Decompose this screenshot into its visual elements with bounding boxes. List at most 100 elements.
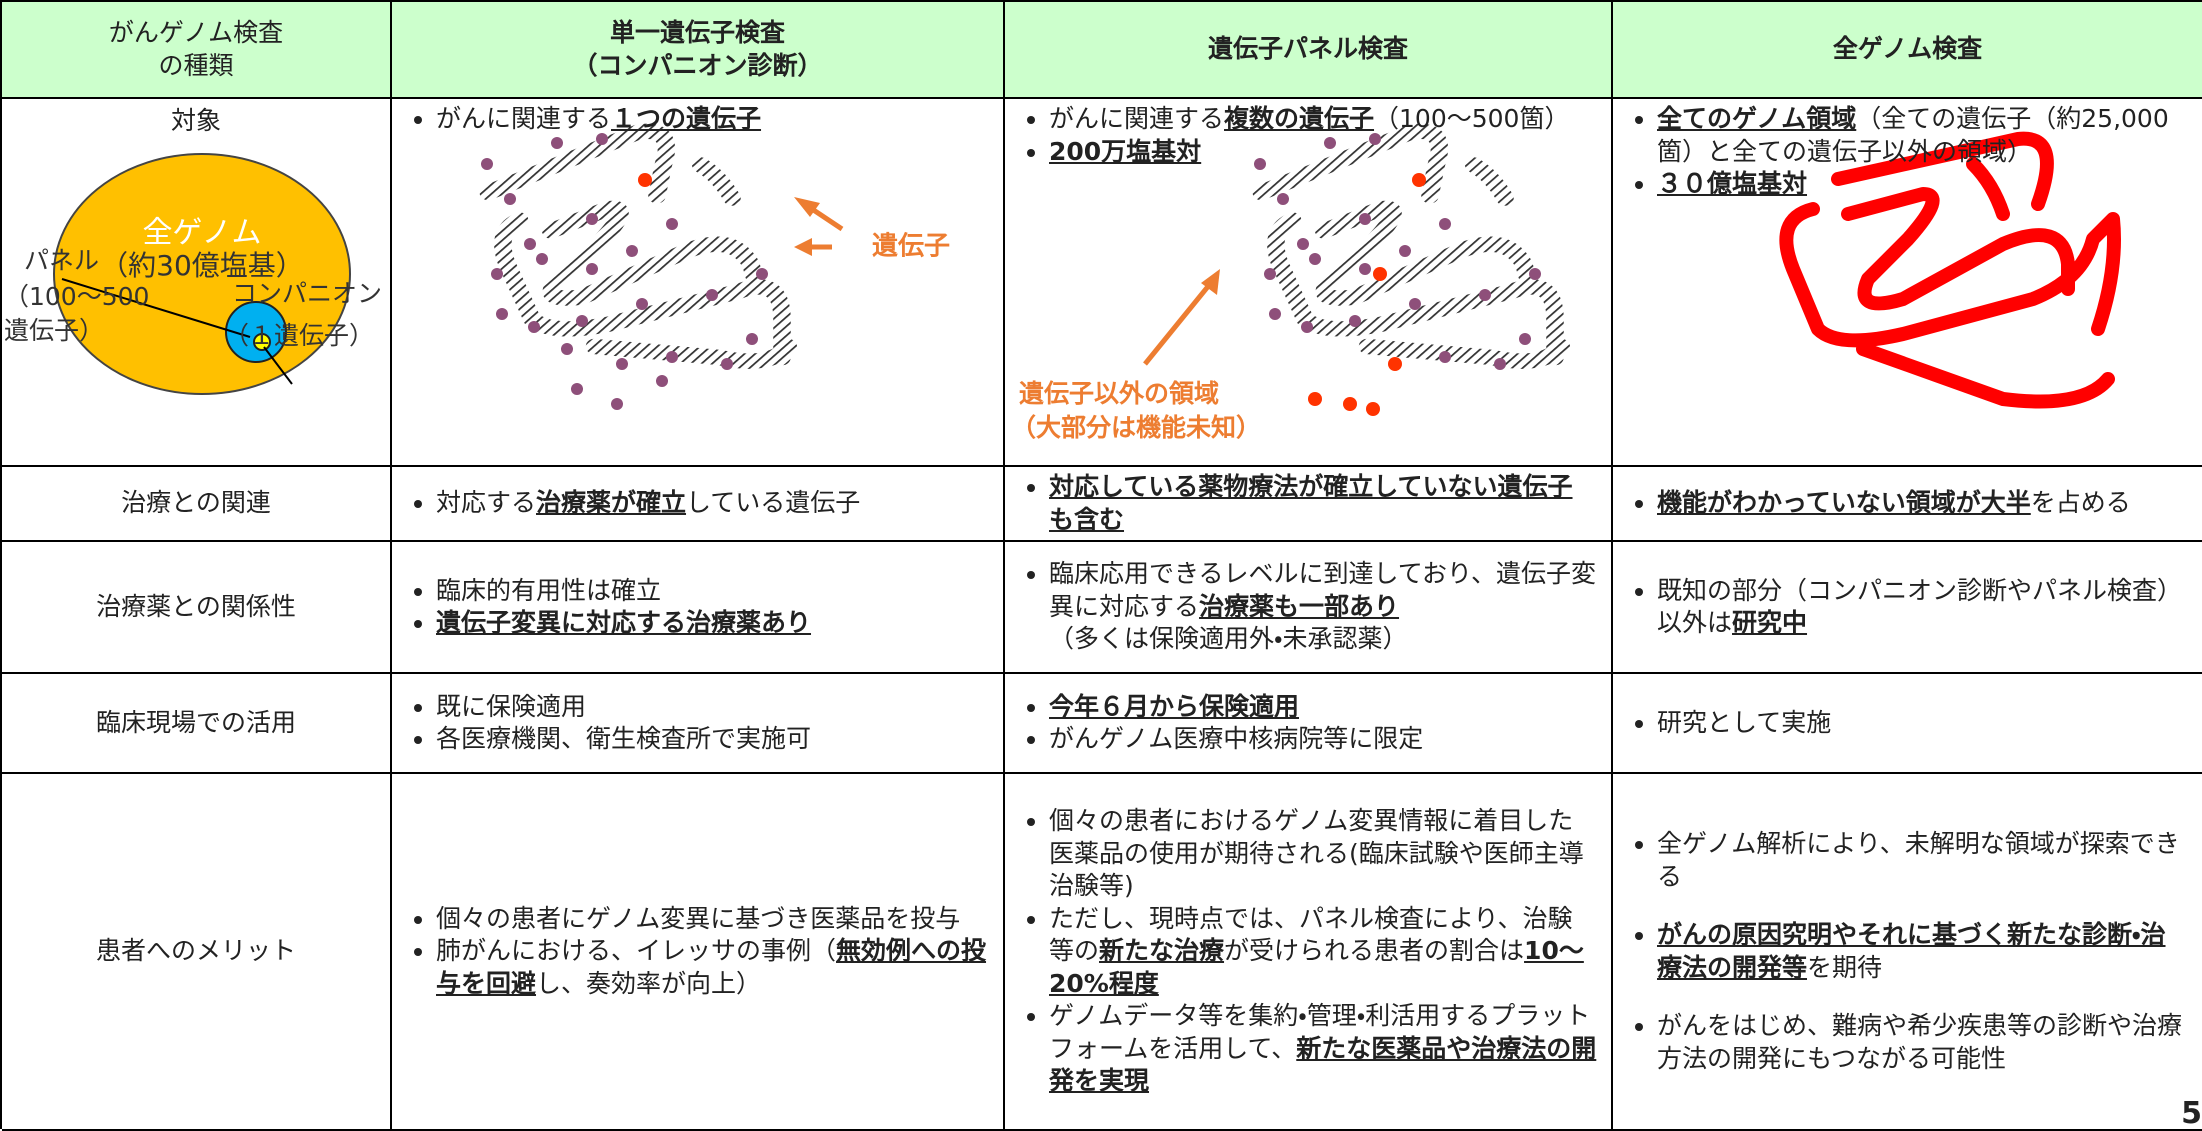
gene-dot (746, 333, 758, 345)
text-run: ただし、現時点では、パネル検査により、治験等の (1049, 903, 1573, 966)
header-cell: 全ゲノム検査 (1613, 2, 2202, 99)
gene-dot (1412, 173, 1426, 187)
row-label: 治療薬との関係性 (2, 542, 392, 674)
bullet-item: 対応している薬物療法が確立していない遺伝子も含む (1049, 471, 1597, 536)
bullet-item: 個々の患者にゲノム変異に基づき医薬品を投与 (436, 903, 989, 936)
gene-dot (586, 213, 598, 225)
gene-dot (1359, 213, 1371, 225)
gene-dot (1349, 315, 1361, 327)
emphasis-run: 対応している薬物療法が確立していない遺伝子も含む (1049, 472, 1573, 534)
text-run: （全ての遺伝子（約25,000箇）と全ての遺伝子以外の領域） (1657, 104, 2169, 166)
header-cell: 遺伝子パネル検査 (1005, 2, 1613, 99)
text-run: 肺がんにおける、イレッサの事例（ (436, 936, 837, 966)
text-run: 研究として実施 (1657, 707, 1832, 737)
bullet-list: 今年６月から保険適用がんゲノム医療中核病院等に限定 (1009, 691, 1423, 756)
text-run: （100～500箇） (1374, 104, 1570, 133)
bullet-list: がんに関連する複数の遺伝子（100～500箇）200万塩基対 (1009, 103, 1569, 168)
table-cell: 今年６月から保険適用がんゲノム医療中核病院等に限定 (1005, 674, 1613, 774)
gene-dot (1254, 158, 1266, 170)
genome-label: 全ゲノム (142, 216, 261, 251)
text-run: を期待 (1807, 952, 1883, 982)
text-run: が受けられる患者の割合は (1224, 936, 1525, 966)
table-cell: 既に保険適用各医療機関、衛生検査所で実施可 (392, 674, 1005, 774)
gene-dot (721, 358, 733, 370)
panel-circle (225, 301, 287, 363)
bullet-item: 既に保険適用 (436, 691, 811, 724)
row-label: 対象 全ゲノム （約30億塩基） パネル （100～500 遺伝子） コンパニオン （１遺伝子… (2, 99, 392, 467)
text-run: がんに関連する (1049, 104, 1225, 133)
emphasis-run: 10～20%程度 (1049, 936, 1584, 998)
companion-circle (253, 333, 271, 351)
gene-dot (666, 218, 678, 230)
bullet-list: がんに関連する１つの遺伝子 (396, 103, 761, 136)
gene-dot (1269, 308, 1281, 320)
genome-strand (479, 123, 797, 369)
gene-dot (1277, 193, 1289, 205)
bullet-item: 全ゲノム解析により、未解明な領域が探索できる (1657, 828, 2188, 893)
emphasis-run: １つの遺伝子 (611, 104, 762, 133)
gene-dot (481, 158, 493, 170)
illustration: 全ゲノム（約30億塩基）パネル （100～500 遺伝子） コンパニオン （１遺伝子） (4, 153, 382, 395)
gene-dot (656, 375, 668, 387)
bullet-item: ゲノムデータ等を集約・管理・利活用するプラットフォームを活用して、新たな医薬品や… (1049, 1000, 1597, 1098)
text-run: 臨床的有用性は確立 (436, 575, 662, 605)
emphasis-run: がんの原因究明やそれに基づく新たな診断・治療法の開発等 (1657, 920, 2166, 982)
bullet-list: 対応する治療薬が確立している遺伝子 (396, 487, 860, 520)
arrow-head (794, 197, 820, 217)
table-cell: 全ゲノム解析により、未解明な領域が探索できるがんの原因究明やそれに基づく新たな診… (1613, 774, 2202, 1131)
gene-dot (1439, 218, 1451, 230)
bullet-item: 機能がわかっていない領域が大半を占める (1657, 487, 2131, 520)
bullet-item: 研究として実施 (1657, 707, 1831, 740)
page-number: 5 (2181, 1096, 2202, 1131)
bullet-item: ３０億塩基対 (1657, 168, 2188, 201)
text-run: 全ゲノム解析により、未解明な領域が探索できる (1657, 829, 2180, 891)
text-run: 個々の患者にゲノム変異に基づき医薬品を投与 (436, 903, 961, 933)
companion-label: コンパニオン (232, 279, 382, 308)
gene-dot (1479, 289, 1491, 301)
gene-dot (536, 253, 548, 265)
illustration (1779, 131, 2121, 409)
text-run: 臨床応用できるレベルに到達しており、遺伝子変異に対応する (1049, 559, 1597, 621)
bullet-list: 全てのゲノム領域（全ての遺伝子（約25,000箇）と全ての遺伝子以外の領域）３０… (1617, 103, 2188, 201)
emphasis-run: 研究中 (1732, 608, 1808, 637)
gene-dot (1439, 351, 1451, 363)
text-run: し、奏効率が向上） (536, 968, 762, 998)
table-cell: 既知の部分（コンパニオン診断やパネル検査）以外は研究中 (1613, 542, 2202, 674)
table-cell: 対応する治療薬が確立している遺伝子 (392, 467, 1005, 542)
gene-dot (1324, 137, 1336, 149)
bullet-item: 200万塩基対 (1049, 136, 1569, 169)
emphasis-run: 治療薬が確立 (536, 488, 687, 518)
bullet-list: 研究として実施 (1617, 707, 1831, 740)
bullet-item: 既知の部分（コンパニオン診断やパネル検査）以外は研究中 (1657, 575, 2188, 640)
noncoding-label: 遺伝子以外の領域 (1019, 379, 1219, 408)
emphasis-run: 今年６月から保険適用 (1049, 691, 1300, 721)
gene-dot (1343, 397, 1357, 411)
noncoding-note: （大部分は機能未知） (1011, 413, 1261, 442)
table-cell: 臨床応用できるレベルに到達しており、遺伝子変異に対応する治療薬も一部あり （多く… (1005, 542, 1613, 674)
bullet-list: 臨床的有用性は確立遺伝子変異に対応する治療薬あり (396, 575, 811, 640)
companion-unit: （１遺伝子） (224, 321, 374, 350)
bullet-item: がんゲノム医療中核病院等に限定 (1049, 723, 1423, 756)
bullet-list: 機能がわかっていない領域が大半を占める (1617, 487, 2131, 520)
row-label: 治療との関連 (2, 467, 392, 542)
bullet-item: がんに関連する１つの遺伝子 (436, 103, 761, 136)
gene-dot (1519, 333, 1531, 345)
arrow (810, 206, 844, 232)
gene-dot (756, 268, 768, 280)
bullet-item: ただし、現時点では、パネル検査により、治験等の新たな治療が受けられる患者の割合は… (1049, 903, 1597, 1001)
emphasis-run: 治療薬も一部あり (1199, 591, 1400, 621)
illustration: 遺伝子以外の領域 （大部分は機能未知） (1011, 123, 1570, 442)
gene-dot (1297, 238, 1309, 250)
panel-label: パネル (24, 246, 99, 275)
gene-dot (1529, 268, 1541, 280)
gene-dot (706, 289, 718, 301)
gene-dot (1494, 358, 1506, 370)
gene-dot (586, 263, 598, 275)
arrow-head (1201, 269, 1220, 295)
bullet-item: 各医療機関、衛生検査所で実施可 (436, 723, 811, 756)
gene-dot (496, 308, 508, 320)
text-run: を占める (2030, 488, 2131, 518)
bullet-list: 個々の患者にゲノム変異に基づき医薬品を投与肺がんにおける、イレッサの事例（無効例… (396, 903, 989, 1001)
leader-line (61, 278, 251, 338)
panel-unit: 遺伝子） (4, 316, 104, 345)
